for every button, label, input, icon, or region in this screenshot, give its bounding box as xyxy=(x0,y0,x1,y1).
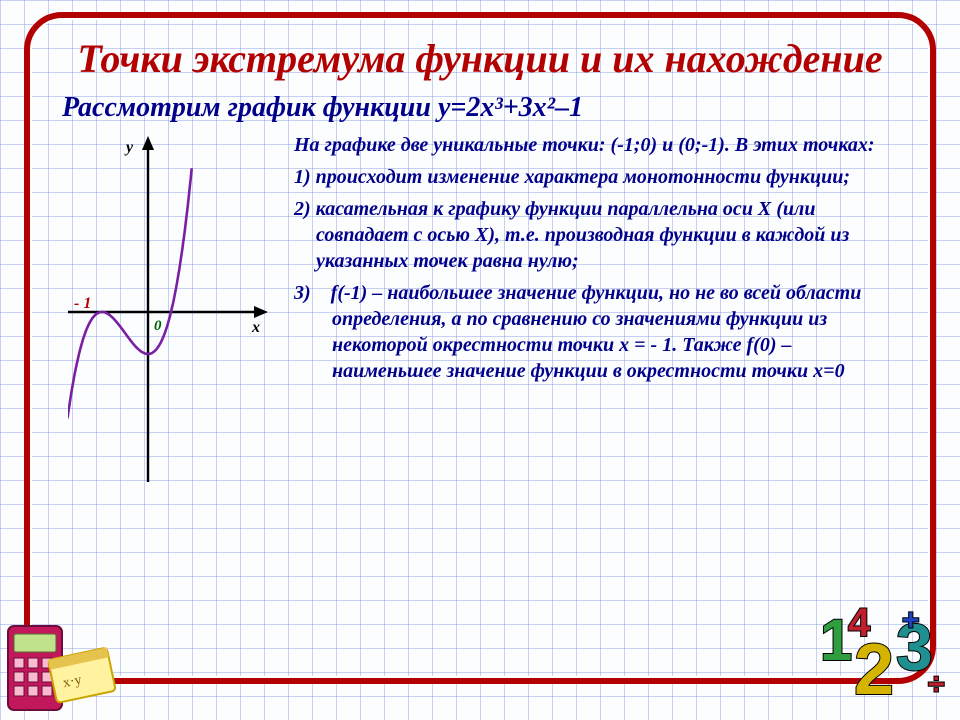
subtitle-text: Рассмотрим график функции y=2x³+3x²–1 xyxy=(62,92,583,123)
x-axis-label: x xyxy=(251,319,260,336)
x-axis-arrow xyxy=(254,306,268,318)
svg-text:÷: ÷ xyxy=(928,668,944,701)
svg-text:+: + xyxy=(902,604,920,637)
item-1: 1) происходит изменение характера моното… xyxy=(276,164,894,190)
text-column: На графике две уникальные точки: (-1;0) … xyxy=(276,132,902,492)
svg-text:4: 4 xyxy=(848,601,871,645)
calculator-icon: x·y xyxy=(0,600,120,720)
function-graph: y x 0 - 1 xyxy=(68,132,268,492)
origin-label: 0 xyxy=(154,318,162,334)
item-3: 3) f(-1) – наибольшее значение функции, … xyxy=(276,280,894,384)
numbers-icon: 1 2 3 4 + ÷ xyxy=(810,590,960,720)
graph-column: y x 0 - 1 xyxy=(68,132,268,492)
item-2: 2) касательная к графику функции паралле… xyxy=(276,196,894,274)
slide-frame: Точки экстремума функции и их нахождение… xyxy=(24,12,936,684)
slide-background: Точки экстремума функции и их нахождение… xyxy=(0,0,960,720)
y-axis-label: y xyxy=(124,139,134,156)
function-curve xyxy=(68,168,192,418)
intro-line: На графике две уникальные точки: (-1;0) … xyxy=(276,132,894,158)
content-row: y x 0 - 1 На графике две уникальные точк… xyxy=(58,132,902,492)
neg-one-label: - 1 xyxy=(74,295,91,312)
slide-title: Точки экстремума функции и их нахождение xyxy=(58,36,902,82)
slide-subtitle: Рассмотрим график функции y=2x³+3x²–1 xyxy=(62,92,902,124)
y-axis-arrow xyxy=(142,136,154,150)
